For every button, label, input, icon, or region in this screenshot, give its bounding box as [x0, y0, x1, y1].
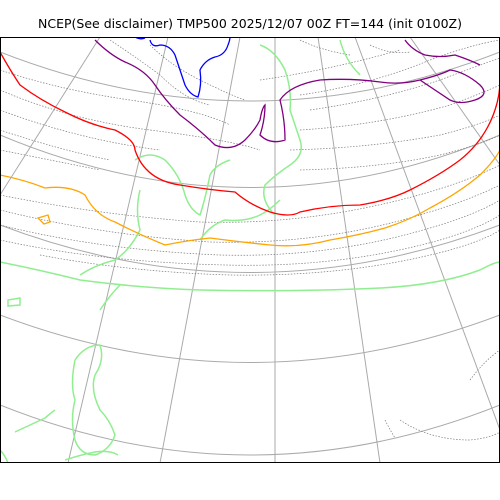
coastline [134, 154, 231, 217]
coastline [339, 39, 361, 76]
isotherm-purple [94, 39, 485, 149]
isotherm-line [469, 349, 500, 381]
coastline [99, 284, 121, 311]
longitude-line [409, 37, 500, 166]
latitude-line [0, 314, 500, 363]
isotherm-line [369, 44, 411, 54]
isotherm-orange-islet [36, 214, 51, 225]
longitude-lines [0, 37, 500, 463]
coastlines [0, 39, 500, 463]
coastline [259, 44, 302, 216]
coastline [14, 409, 56, 433]
map-title: NCEP(See disclaimer) TMP500 2025/12/07 0… [38, 16, 462, 31]
isotherm-line [0, 199, 500, 256]
isotherm-red [0, 51, 500, 216]
isotherm-line [299, 84, 500, 131]
isotherm-line [149, 44, 246, 101]
isotherm-line [0, 69, 231, 126]
isotherm-orange [0, 149, 500, 247]
longitude-line [159, 37, 241, 463]
coastline [71, 344, 116, 456]
isotherm-line [0, 149, 101, 171]
longitude-line [354, 37, 500, 431]
isotherm-line [0, 164, 500, 223]
coastline [7, 297, 21, 307]
isotherm-line [399, 419, 500, 441]
isotherm-line [109, 39, 211, 106]
coastline [79, 189, 141, 276]
isotherm-line [299, 39, 351, 56]
isotherm-line [384, 419, 396, 439]
coastline [0, 449, 9, 463]
coastline [0, 261, 500, 292]
latitude-lines [0, 51, 500, 456]
longitude-line [67, 37, 169, 463]
coastline [64, 450, 119, 461]
isotherm-lines [0, 39, 500, 441]
longitude-line [0, 37, 101, 196]
latitude-line [0, 51, 500, 102]
isotherm-line [299, 39, 500, 96]
latitude-line [0, 224, 500, 273]
isotherm-blue [149, 37, 231, 98]
isotherm-line [39, 229, 500, 276]
isotherm-line [309, 57, 500, 111]
isotherm-purple-east [404, 39, 481, 66]
longitude-line [317, 37, 381, 463]
isotherm-line [0, 89, 261, 151]
isotherm-line [0, 109, 161, 151]
isotherm-line [299, 134, 500, 171]
latitude-line [0, 404, 500, 456]
isotherm-line [0, 214, 500, 266]
latitude-line [0, 134, 500, 188]
isotherm-line [259, 49, 401, 81]
isotherm-line [289, 114, 500, 151]
isotherm-line [0, 129, 111, 161]
